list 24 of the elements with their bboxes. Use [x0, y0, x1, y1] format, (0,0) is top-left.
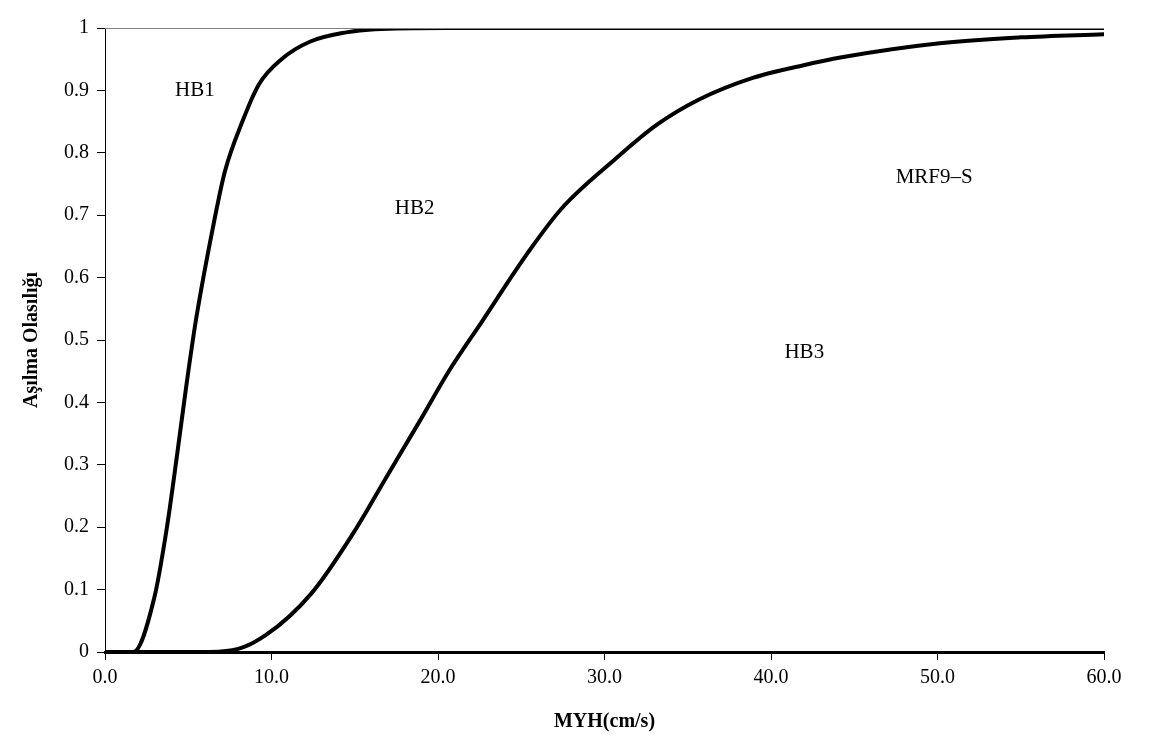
y-tick-label: 0.8: [64, 140, 89, 163]
y-tick-label: 1: [79, 15, 89, 38]
annotation: HB2: [394, 195, 435, 220]
x-tick-label: 50.0: [920, 665, 955, 688]
x-tick-label: 60.0: [1086, 665, 1122, 688]
annotation: HB1: [175, 76, 215, 101]
y-tick-label: 0.5: [64, 327, 89, 350]
y-tick-label: 0: [79, 639, 89, 662]
annotation: HB3: [784, 339, 825, 363]
y-tick-label: 0.3: [64, 452, 89, 475]
y-tick-label: 0.1: [64, 576, 89, 599]
x-axis-title: MYH(cm/s): [553, 709, 656, 733]
x-tick-label: 0.0: [92, 665, 118, 688]
y-tick-label: 0.4: [64, 389, 89, 412]
y-tick-label: 0.2: [64, 514, 89, 537]
y-tick-label: 0.6: [64, 264, 89, 287]
x-tick-label: 20.0: [420, 665, 456, 688]
x-tick-label: 30.0: [587, 665, 622, 688]
x-tick-label: 10.0: [254, 665, 289, 688]
x-tick-label: 40.0: [753, 665, 789, 688]
y-axis-title: Aşılma Olasılığı: [19, 271, 43, 409]
annotation: MRF9–S: [895, 164, 973, 189]
y-tick-label: 0.7: [64, 202, 89, 225]
y-tick-label: 0.9: [64, 77, 89, 100]
